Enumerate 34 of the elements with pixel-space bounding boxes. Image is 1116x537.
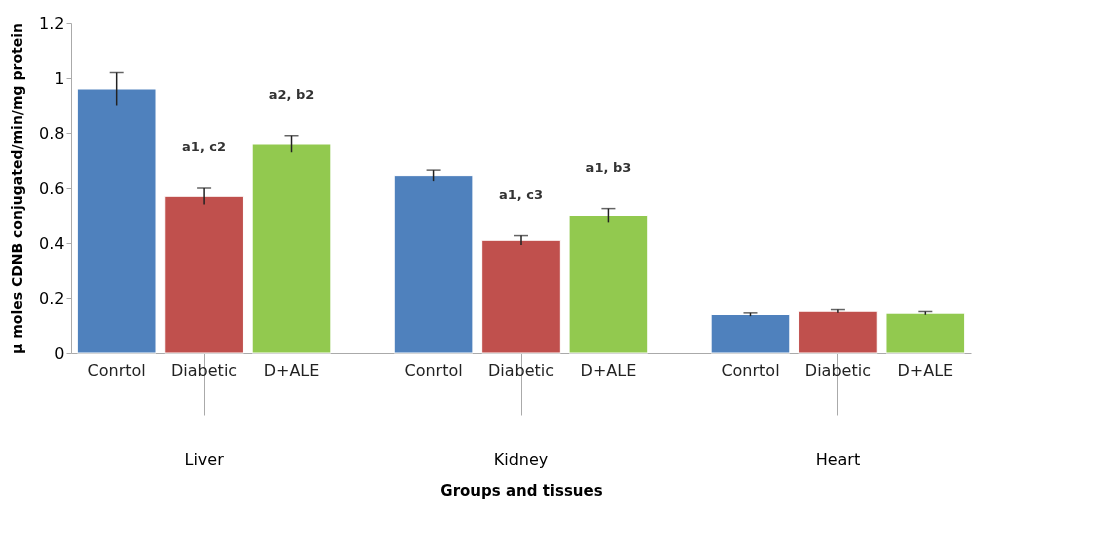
y-tick-label: 0.4 <box>39 233 65 253</box>
y-axis-title: µ moles CDNB conjugated/min/mg protein <box>9 23 26 354</box>
y-tick-label: 0.6 <box>39 178 65 198</box>
text: Diabetic <box>804 361 871 380</box>
y-tick-label: 1 <box>54 68 65 88</box>
series-label: Diabetic <box>171 361 238 380</box>
annotation: a1, c3 <box>498 186 544 202</box>
x-tick-label: Heart <box>815 449 861 469</box>
annotation: a2, b2 <box>268 86 315 102</box>
bar <box>251 143 332 354</box>
bar <box>568 215 649 354</box>
y-tick-label: 0 <box>54 343 65 363</box>
y-tick-label: 1.2 <box>39 13 65 33</box>
x-tick-label: Liver <box>184 449 225 469</box>
text: Conrtol <box>721 361 780 380</box>
text: D+ALE <box>580 361 637 380</box>
text: Conrtol <box>404 361 463 380</box>
bar <box>393 175 474 354</box>
text: D+ALE <box>897 361 954 380</box>
x-tick-label: Kidney <box>493 449 549 469</box>
bar <box>164 195 244 354</box>
text: Diabetic <box>487 361 555 380</box>
bar <box>481 239 561 354</box>
y-tick-label: 0.2 <box>39 288 65 308</box>
series-label: Conrtol <box>87 361 146 380</box>
y-tick-label: 0.8 <box>39 123 65 143</box>
annotation: a1, b3 <box>585 159 632 175</box>
bar <box>885 312 966 354</box>
annotation: a1, c2 <box>182 139 227 154</box>
bar <box>710 314 791 354</box>
series-label: D+ALE <box>263 361 320 380</box>
x-axis-title: Groups and tissues <box>440 481 603 500</box>
bar <box>798 310 878 354</box>
bar <box>76 88 157 354</box>
